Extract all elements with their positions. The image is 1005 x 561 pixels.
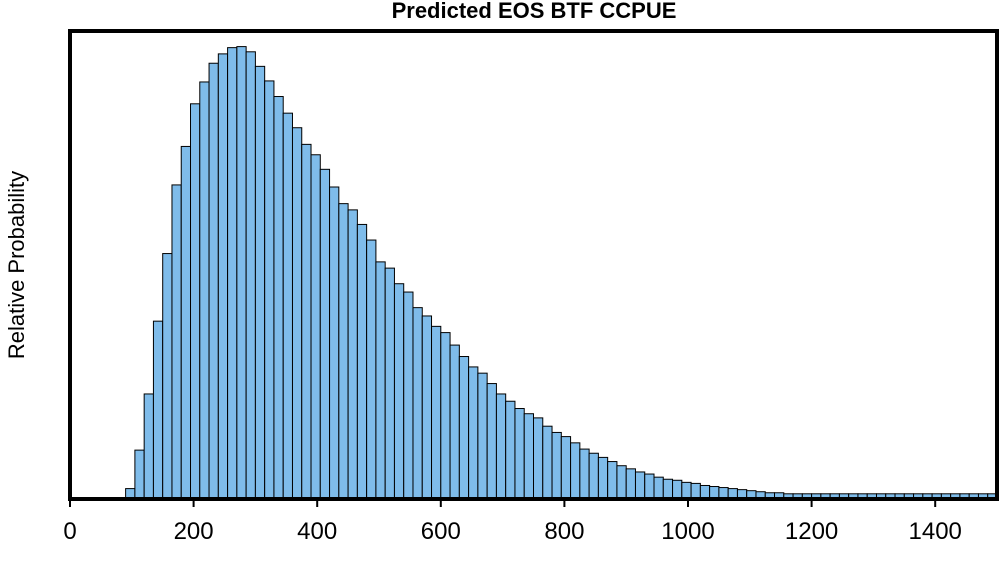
histogram-bar bbox=[264, 80, 275, 500]
histogram-bar bbox=[171, 184, 182, 500]
histogram-bar bbox=[699, 484, 711, 500]
histogram-bar bbox=[403, 291, 414, 500]
histogram-bar bbox=[607, 461, 618, 500]
histogram-bar bbox=[551, 431, 562, 500]
histogram-bar bbox=[412, 307, 423, 500]
histogram-bar bbox=[523, 413, 534, 500]
histogram-bar bbox=[291, 127, 303, 500]
x-tick-label: 0 bbox=[63, 518, 76, 545]
histogram-bar bbox=[458, 356, 470, 500]
histogram-bar bbox=[236, 46, 247, 500]
histogram-bar bbox=[662, 478, 674, 500]
histogram-bar bbox=[533, 417, 544, 500]
plot-frame bbox=[68, 29, 999, 501]
histogram-bar bbox=[495, 393, 507, 500]
histogram-bar bbox=[319, 168, 331, 500]
histogram-bar bbox=[588, 452, 599, 500]
histogram-bar bbox=[486, 383, 497, 500]
x-tick-label: 1000 bbox=[661, 518, 714, 545]
histogram-bar bbox=[514, 408, 525, 500]
histogram-bar bbox=[449, 344, 460, 500]
histogram-bar bbox=[690, 482, 701, 500]
histogram-bar bbox=[329, 186, 340, 500]
histogram-bar bbox=[227, 47, 238, 500]
x-tick-label: 1200 bbox=[785, 518, 838, 545]
histogram-bar bbox=[421, 315, 433, 500]
x-tick-label: 800 bbox=[544, 518, 584, 545]
histogram-bar bbox=[653, 476, 664, 500]
histogram-bar bbox=[199, 81, 210, 500]
x-tick-label: 1400 bbox=[909, 518, 962, 545]
histogram-bar bbox=[143, 393, 154, 500]
histogram-bar bbox=[375, 261, 386, 500]
histogram-bar bbox=[245, 51, 256, 500]
histogram-bar bbox=[217, 53, 229, 500]
histogram-bar bbox=[468, 366, 479, 500]
histogram-bar bbox=[180, 145, 192, 500]
histogram-bar bbox=[347, 209, 358, 500]
histogram-bar bbox=[254, 65, 266, 500]
histogram-bar bbox=[134, 449, 145, 500]
histogram-bar bbox=[162, 253, 173, 500]
histogram-bar bbox=[579, 448, 590, 500]
histogram-bar bbox=[477, 372, 488, 500]
histogram-bar bbox=[644, 473, 655, 500]
x-axis: 0 200 400 600 800 1000 1200 1400 bbox=[63, 499, 962, 545]
histogram-bar bbox=[616, 465, 627, 500]
histogram-bar bbox=[625, 468, 636, 500]
x-tick-label: 400 bbox=[297, 518, 337, 545]
histogram-bar bbox=[208, 62, 219, 500]
x-tick-label: 600 bbox=[421, 518, 461, 545]
histogram-bar bbox=[310, 154, 321, 500]
histogram-bar bbox=[681, 481, 692, 500]
histogram-bar bbox=[356, 223, 368, 500]
histogram-bar bbox=[366, 239, 377, 500]
histogram-bar bbox=[282, 112, 293, 500]
histogram-bar bbox=[505, 400, 516, 500]
histogram-bar bbox=[634, 471, 646, 500]
bars-group bbox=[125, 46, 998, 500]
histogram-bar bbox=[597, 456, 609, 500]
histogram-bar bbox=[338, 203, 349, 500]
histogram-bar bbox=[542, 425, 553, 500]
y-axis-label: Relative Probability bbox=[4, 171, 29, 359]
histogram-bar bbox=[393, 283, 405, 500]
histogram-bar bbox=[273, 96, 284, 500]
histogram-bar bbox=[560, 436, 572, 500]
chart-title: Predicted EOS BTF CCPUE bbox=[392, 0, 677, 23]
histogram-bar bbox=[431, 325, 442, 500]
histogram-bar bbox=[190, 103, 201, 500]
histogram-bar bbox=[440, 332, 451, 500]
histogram-bar bbox=[152, 320, 164, 500]
histogram-bar bbox=[384, 267, 395, 500]
histogram-bar bbox=[672, 479, 683, 500]
x-tick-label: 200 bbox=[174, 518, 214, 545]
histogram-bar bbox=[570, 442, 581, 500]
histogram-bar bbox=[301, 143, 312, 500]
